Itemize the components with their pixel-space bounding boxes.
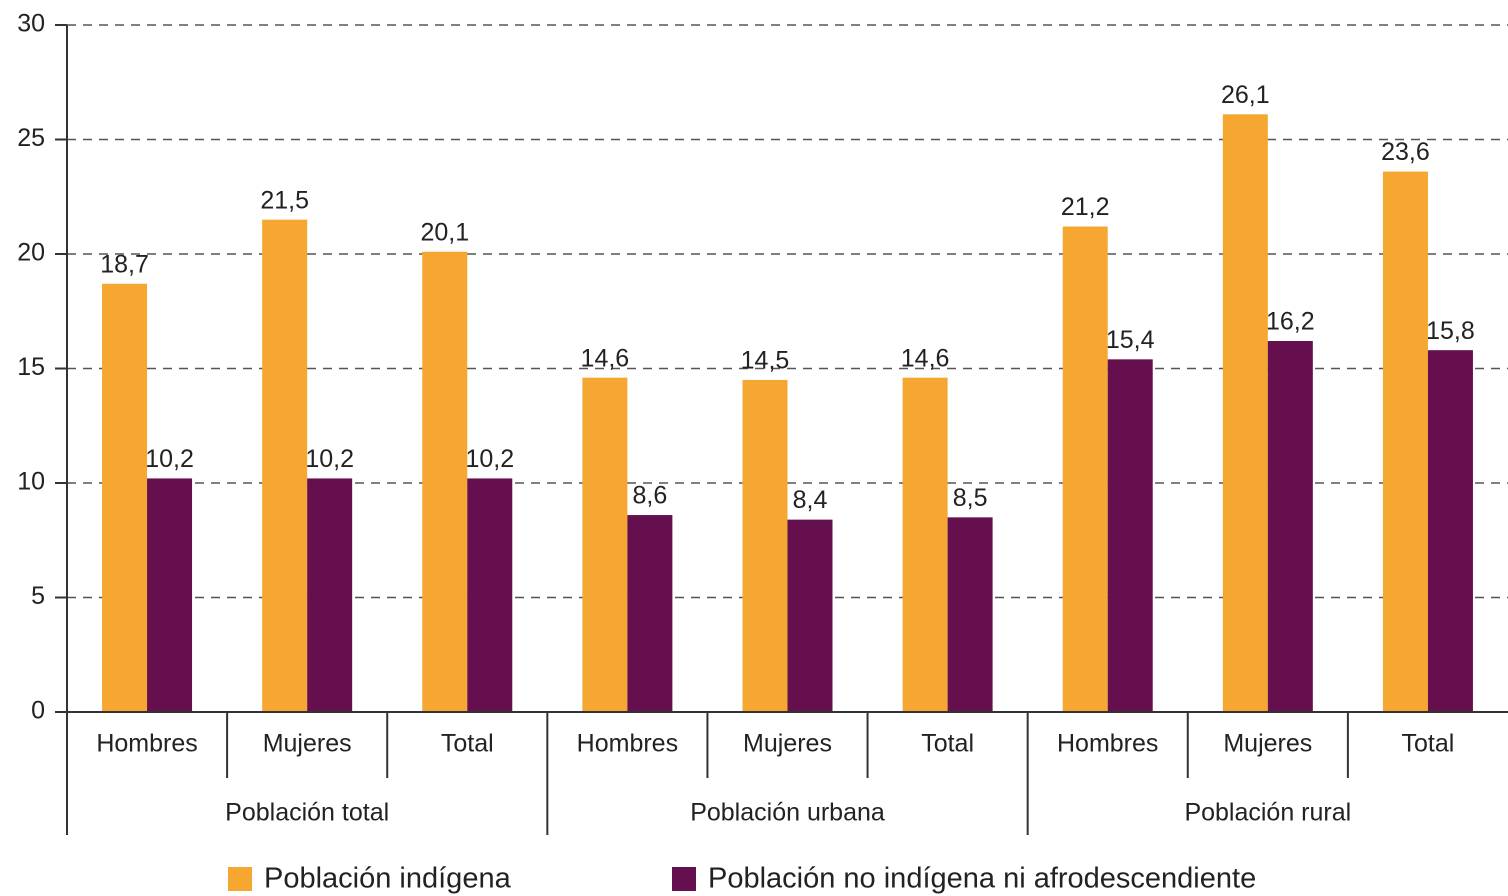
bar: [147, 478, 193, 712]
x-tick-label: Mujeres: [1223, 730, 1312, 758]
value-label: 20,1: [420, 218, 469, 246]
value-label: 8,6: [633, 482, 668, 510]
group-label: Población rural: [1184, 799, 1351, 827]
x-tick-label: Total: [441, 730, 494, 758]
value-label: 10,2: [305, 445, 354, 473]
value-label: 21,5: [260, 186, 309, 214]
value-label: 8,5: [953, 484, 988, 512]
value-label: 14,5: [741, 347, 790, 375]
bar: [1107, 359, 1153, 712]
bar: [947, 517, 993, 712]
bar: [1267, 341, 1313, 712]
y-tick-label: 20: [17, 239, 45, 267]
value-label: 8,4: [793, 486, 828, 514]
y-tick-label: 15: [17, 353, 45, 381]
bar: [627, 515, 673, 712]
bar: [467, 478, 513, 712]
value-label: 15,4: [1106, 326, 1155, 354]
x-tick-label: Hombres: [577, 730, 678, 758]
bar: [1062, 226, 1108, 712]
y-tick-label: 25: [17, 124, 45, 152]
bar: [1427, 350, 1473, 712]
x-tick-label: Mujeres: [263, 730, 352, 758]
y-tick-label: 10: [17, 468, 45, 496]
value-label: 16,2: [1266, 308, 1315, 336]
value-label: 23,6: [1381, 138, 1430, 166]
group-label: Población urbana: [690, 799, 885, 827]
legend-text: Población indígena: [264, 863, 512, 895]
bar: [787, 519, 833, 712]
x-tick-label: Hombres: [96, 730, 197, 758]
value-label: 14,6: [581, 344, 630, 372]
x-tick-label: Total: [921, 730, 974, 758]
value-label: 15,8: [1426, 317, 1475, 345]
y-tick-label: 30: [17, 10, 45, 38]
bar: [102, 283, 148, 712]
value-label: 10,2: [465, 445, 514, 473]
bar: [1382, 171, 1428, 712]
value-label: 21,2: [1061, 193, 1110, 221]
bar: [582, 377, 628, 712]
bar: [1222, 114, 1268, 712]
x-tick-label: Hombres: [1057, 730, 1158, 758]
legend-swatch: [672, 867, 696, 891]
y-tick-label: 0: [31, 697, 45, 725]
value-label: 18,7: [100, 250, 149, 278]
bar: [742, 379, 788, 712]
bar: [262, 219, 308, 712]
group-label: Población total: [225, 799, 389, 827]
legend-swatch: [228, 867, 252, 891]
x-tick-label: Mujeres: [743, 730, 832, 758]
value-label: 26,1: [1221, 81, 1270, 109]
value-label: 10,2: [145, 445, 194, 473]
bar: [307, 478, 353, 712]
y-tick-label: 5: [31, 582, 45, 610]
legend-text: Población no indígena ni afrodescendient…: [708, 863, 1256, 895]
bar: [902, 377, 948, 712]
bar: [422, 251, 468, 712]
x-tick-label: Total: [1402, 730, 1455, 758]
value-label: 14,6: [901, 344, 950, 372]
